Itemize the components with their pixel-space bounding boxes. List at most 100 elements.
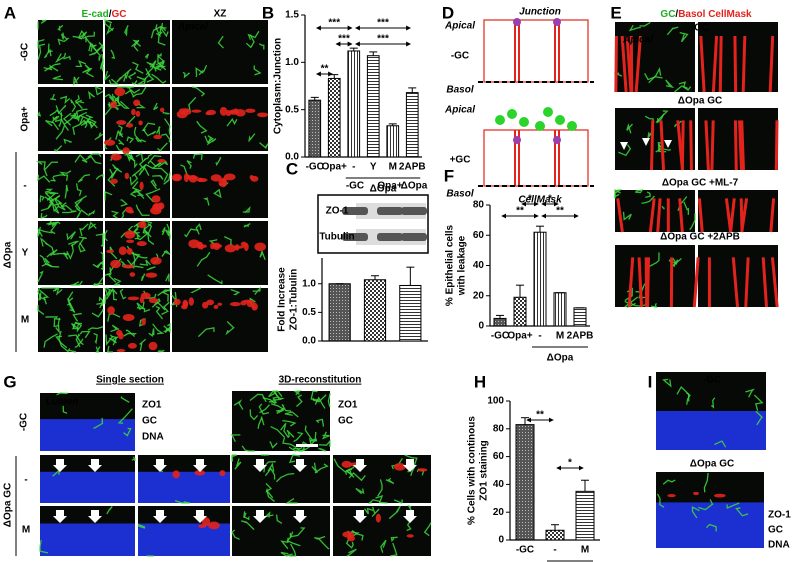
green-signal — [241, 520, 255, 531]
dna-stain — [40, 523, 135, 556]
green-signal — [639, 21, 651, 27]
y-tick-label: 40 — [493, 479, 505, 490]
y-axis-label: ZO-1:Tubulin — [289, 269, 300, 330]
green-signal — [225, 320, 235, 336]
green-signal — [622, 211, 632, 221]
green-signal — [70, 99, 77, 113]
green-signal — [73, 111, 88, 123]
green-signal — [57, 24, 64, 32]
bar — [553, 292, 567, 327]
green-signal — [56, 392, 69, 396]
green-signal — [50, 115, 63, 124]
green-signal — [666, 26, 679, 36]
green-signal — [163, 172, 171, 185]
green-signal — [186, 160, 192, 169]
label: DNA — [142, 432, 164, 443]
micrograph — [172, 288, 268, 352]
green-signal — [123, 427, 132, 437]
blot-column-label: -GC — [346, 181, 364, 192]
green-signal — [41, 287, 58, 292]
red-signal — [219, 470, 226, 477]
green-signal — [37, 43, 46, 61]
label: -GC — [451, 51, 469, 62]
blot-band — [377, 207, 403, 215]
green-signal — [93, 417, 104, 429]
red-signal — [235, 109, 246, 117]
green-signal — [703, 472, 709, 493]
arrow — [53, 459, 67, 472]
group-label: ΔOpa — [547, 353, 574, 364]
green-signal — [88, 41, 104, 52]
y-tick-label: 60 — [493, 451, 505, 462]
arrow — [88, 510, 102, 523]
green-signal — [74, 95, 83, 110]
green-signal — [635, 189, 644, 194]
green-signal — [644, 73, 663, 81]
green-signal — [166, 223, 171, 240]
red-signal — [208, 521, 220, 530]
bar — [515, 424, 535, 541]
stain-part: / — [109, 9, 112, 20]
y-tick-label: 0 — [478, 321, 484, 332]
green-signal — [117, 100, 131, 110]
green-signal — [85, 155, 102, 165]
green-signal — [289, 531, 294, 539]
green-signal — [123, 70, 130, 82]
green-signal — [248, 133, 256, 142]
label: Apical — [622, 35, 653, 46]
green-signal — [155, 301, 166, 311]
green-signal — [202, 197, 210, 206]
green-signal — [656, 113, 665, 124]
green-signal — [266, 490, 275, 502]
y-axis-label: Cytoplasm:Junction — [273, 38, 284, 134]
green-signal — [35, 160, 46, 170]
green-signal — [138, 166, 150, 176]
green-signal — [157, 52, 165, 63]
red-signal — [122, 313, 135, 321]
green-signal — [106, 505, 113, 515]
significance-label: *** — [328, 18, 340, 29]
red-signal — [625, 35, 633, 93]
green-signal — [314, 535, 326, 540]
significance-label: *** — [377, 18, 389, 29]
green-signal — [264, 467, 276, 480]
green-signal — [315, 418, 325, 427]
red-signal — [616, 198, 624, 233]
green-signal — [110, 49, 116, 60]
green-signal — [75, 99, 85, 104]
red-signal — [126, 123, 134, 128]
green-signal — [318, 537, 330, 550]
green-signal — [628, 24, 641, 32]
red-signal — [188, 297, 194, 306]
red-signal — [224, 244, 237, 253]
green-signal — [197, 327, 215, 338]
significance-label: * — [568, 458, 572, 469]
green-signal — [293, 390, 302, 396]
green-signal — [106, 287, 118, 301]
green-signal — [50, 93, 57, 101]
arrow — [253, 459, 267, 472]
bar — [533, 231, 547, 327]
green-signal — [284, 411, 299, 418]
green-signal — [282, 419, 297, 427]
green-signal — [87, 221, 97, 231]
arrow — [193, 510, 207, 523]
green-signal — [135, 153, 144, 161]
red-signal — [206, 299, 215, 306]
blot-band — [401, 233, 427, 241]
green-signal — [118, 139, 125, 146]
green-signal — [286, 536, 301, 547]
green-signal — [72, 31, 88, 40]
label: Apical — [177, 22, 208, 33]
label: M — [22, 525, 30, 536]
green-signal — [44, 188, 54, 193]
green-signal — [224, 236, 233, 247]
green-signal — [126, 136, 135, 144]
green-signal — [215, 156, 222, 167]
green-signal — [93, 332, 98, 345]
green-signal — [146, 266, 156, 271]
green-signal — [37, 228, 53, 237]
green-signal — [656, 493, 665, 508]
green-signal — [39, 254, 47, 267]
green-signal — [130, 251, 148, 259]
